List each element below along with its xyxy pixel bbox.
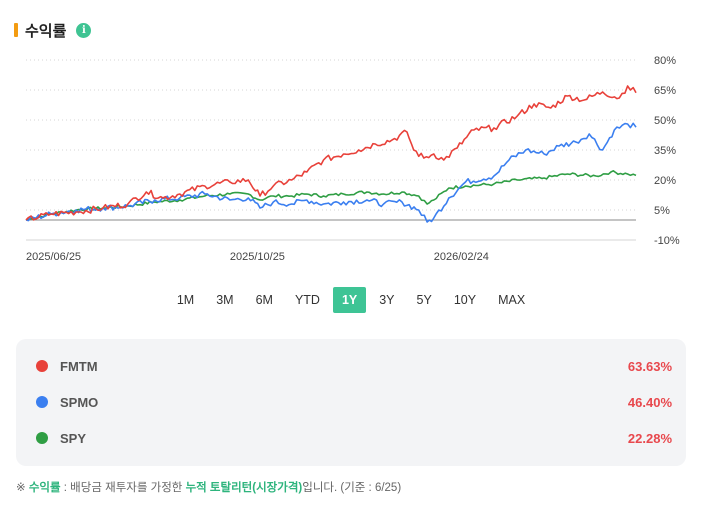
legend-value-fmtm: 63.63%	[627, 358, 672, 374]
legend-row-spmo: SPMO 46.40%	[36, 392, 672, 412]
range-tab-1m[interactable]: 1M	[176, 293, 195, 307]
y-tick-label: 50%	[654, 115, 676, 127]
legend-panel: FMTM 63.63% SPMO 46.40% SPY 22.28%	[16, 339, 686, 466]
series-line-fmtm	[25, 85, 637, 221]
info-icon[interactable]: i	[76, 22, 92, 38]
y-tick-label: -10%	[654, 235, 680, 247]
range-tab-6m[interactable]: 6M	[255, 293, 273, 307]
x-tick-label: 2025/10/25	[230, 251, 285, 260]
footnote-suffix: 입니다. (기준 : 6/25)	[302, 482, 402, 494]
title-accent-bar	[14, 23, 18, 37]
range-tab-1y[interactable]: 1Y	[332, 287, 367, 313]
y-tick-label: 35%	[654, 145, 676, 157]
y-tick-label: 20%	[654, 175, 676, 187]
range-tab-max[interactable]: MAX	[498, 293, 526, 307]
page-title: 수익률	[25, 22, 67, 40]
footnote-label: 수익률	[28, 482, 61, 494]
legend-value-spmo: 46.40%	[627, 394, 672, 410]
returns-line-chart: 80% 65% 50% 35% 20% 5% -10% 2025/06/25 2025/10/2…	[25, 55, 680, 260]
range-tab-5y[interactable]: 5Y	[416, 293, 432, 307]
legend-value-spy: 22.28%	[627, 430, 672, 446]
x-tick-label: 2025/06/25	[26, 251, 81, 260]
legend-dot-spmo	[36, 396, 48, 408]
range-tab-10y[interactable]: 10Y	[453, 293, 477, 307]
footnote-mid: : 배당금 재투자를 가정한	[60, 482, 186, 494]
range-tab-3m[interactable]: 3M	[216, 293, 234, 307]
legend-name-spmo: SPMO	[60, 394, 99, 410]
footnote-prefix: ※	[16, 482, 29, 494]
series-line-spy	[25, 170, 637, 221]
legend-dot-fmtm	[36, 360, 48, 372]
series-line-spmo	[25, 122, 637, 223]
x-tick-label: 2026/02/24	[434, 251, 489, 260]
legend-name-fmtm: FMTM	[60, 358, 98, 374]
y-tick-label: 5%	[654, 205, 670, 217]
range-tab-bar: 1M 3M 6M YTD 1Y 3Y 5Y 10Y MAX	[0, 287, 702, 313]
chart-header: 수익률 i	[14, 20, 92, 40]
range-tab-3y[interactable]: 3Y	[379, 293, 395, 307]
y-tick-label: 65%	[654, 85, 676, 97]
legend-dot-spy	[36, 432, 48, 444]
y-tick-label: 80%	[654, 55, 676, 67]
footnote: ※ 수익률 : 배당금 재투자를 가정한 누적 토탈리턴(시장가격)입니다. (…	[16, 479, 401, 495]
legend-name-spy: SPY	[60, 430, 87, 446]
legend-row-fmtm: FMTM 63.63%	[36, 356, 672, 376]
footnote-highlight: 누적 토탈리턴(시장가격)	[185, 482, 303, 494]
legend-row-spy: SPY 22.28%	[36, 428, 672, 448]
range-tab-ytd[interactable]: YTD	[294, 293, 320, 307]
